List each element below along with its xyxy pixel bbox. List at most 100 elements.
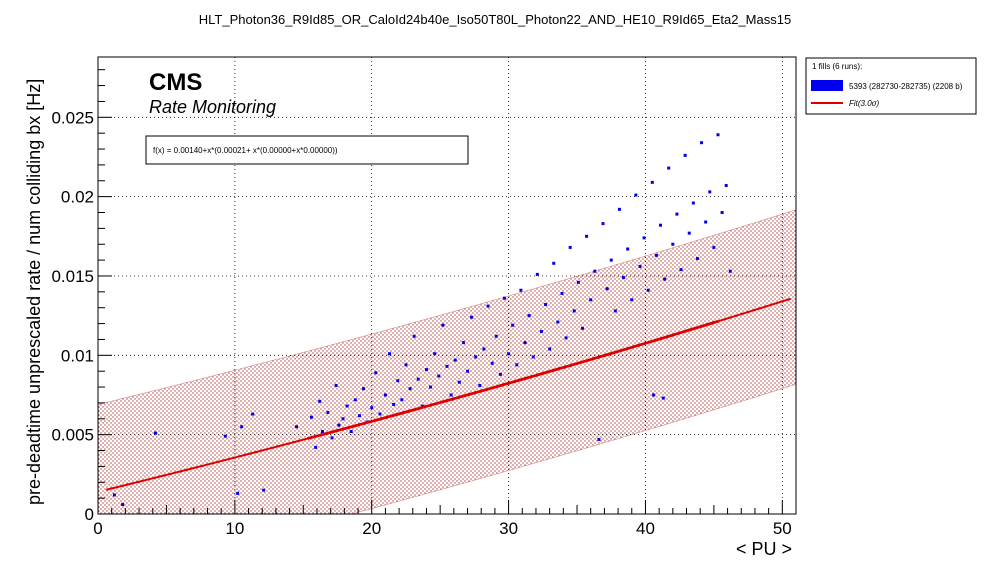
y-tick-label: 0 bbox=[85, 505, 94, 524]
data-point bbox=[667, 166, 671, 170]
legend-entry-series: 5393 (282730-282735) (2208 b) bbox=[849, 82, 963, 91]
data-point bbox=[482, 347, 486, 351]
data-point bbox=[630, 298, 634, 302]
data-point bbox=[704, 220, 708, 224]
data-point bbox=[337, 423, 341, 427]
data-point bbox=[441, 323, 445, 327]
data-point bbox=[437, 374, 441, 378]
data-point bbox=[548, 347, 552, 351]
x-tick-label: 40 bbox=[636, 519, 655, 538]
y-tick-label: 0.005 bbox=[51, 426, 94, 445]
x-tick-label: 0 bbox=[93, 519, 102, 538]
data-point bbox=[535, 272, 539, 276]
data-point bbox=[716, 133, 720, 137]
cms-label: CMS bbox=[149, 69, 202, 96]
data-point bbox=[498, 372, 502, 376]
data-point bbox=[687, 231, 691, 235]
data-point bbox=[560, 291, 564, 295]
data-point bbox=[392, 403, 396, 407]
x-tick-label: 20 bbox=[362, 519, 381, 538]
data-point bbox=[650, 180, 654, 184]
data-point bbox=[634, 193, 638, 197]
data-point bbox=[310, 415, 314, 419]
data-point bbox=[642, 236, 646, 240]
x-axis-title: < PU > bbox=[736, 539, 792, 559]
fit-band-layer bbox=[97, 209, 797, 515]
data-point bbox=[646, 288, 650, 292]
data-point bbox=[613, 309, 617, 313]
data-point bbox=[601, 222, 605, 226]
data-point bbox=[576, 280, 580, 284]
data-point bbox=[544, 303, 548, 307]
data-point bbox=[597, 437, 601, 441]
data-points-layer bbox=[112, 133, 732, 506]
plot-area: 0 10 20 30 40 50 0 0.005 0.01 0.015 0.02 0.025 bbox=[51, 56, 797, 538]
legend: 1 fills (6 runs): 5393 (282730-282735) (… bbox=[805, 57, 977, 115]
data-point bbox=[400, 398, 404, 402]
fit-line-layer bbox=[105, 297, 791, 491]
data-point bbox=[378, 412, 382, 416]
data-point bbox=[404, 363, 408, 367]
axis-ticks: 0 10 20 30 40 50 0 0.005 0.01 0.015 0.02 0.025 bbox=[51, 69, 797, 538]
data-point bbox=[622, 276, 626, 280]
chart-title: HLT_Photon36_R9Id85_OR_CaloId24b40e_Iso5… bbox=[199, 12, 791, 27]
data-point bbox=[320, 429, 324, 433]
data-point bbox=[659, 223, 663, 227]
data-point bbox=[294, 425, 298, 429]
x-tick-label: 10 bbox=[225, 519, 244, 538]
data-point bbox=[589, 298, 593, 302]
data-point bbox=[457, 380, 461, 384]
data-point bbox=[515, 363, 519, 367]
data-point bbox=[433, 352, 437, 356]
data-point bbox=[593, 269, 597, 273]
data-point bbox=[374, 371, 378, 375]
legend-entry-fit: Fit(3.0σ) bbox=[849, 99, 879, 108]
data-point bbox=[502, 296, 506, 300]
data-point bbox=[357, 414, 361, 418]
data-point bbox=[654, 253, 658, 257]
data-point bbox=[552, 261, 556, 265]
data-point bbox=[580, 326, 584, 330]
data-point bbox=[470, 315, 474, 319]
data-point bbox=[539, 330, 543, 334]
data-point bbox=[362, 387, 366, 391]
data-point bbox=[564, 336, 568, 340]
x-tick-label: 50 bbox=[773, 519, 792, 538]
data-point bbox=[661, 396, 665, 400]
data-point bbox=[527, 314, 531, 318]
data-point bbox=[691, 201, 695, 205]
y-tick-label: 0.015 bbox=[51, 267, 94, 286]
data-point bbox=[490, 361, 494, 365]
data-point bbox=[531, 355, 535, 359]
data-point bbox=[416, 377, 420, 381]
data-point bbox=[240, 425, 244, 429]
data-point bbox=[429, 385, 433, 389]
data-point bbox=[728, 269, 732, 273]
data-point bbox=[585, 234, 589, 238]
data-point bbox=[341, 417, 345, 421]
data-point bbox=[466, 369, 470, 373]
y-tick-label: 0.01 bbox=[61, 346, 94, 365]
data-point bbox=[449, 393, 453, 397]
data-point bbox=[486, 304, 490, 308]
data-point bbox=[675, 212, 679, 216]
fit-line-data-range bbox=[307, 319, 719, 440]
data-point bbox=[478, 383, 482, 387]
data-point bbox=[695, 257, 699, 261]
data-point bbox=[708, 190, 712, 194]
data-point bbox=[396, 379, 400, 383]
data-point bbox=[626, 247, 630, 251]
data-point bbox=[236, 491, 240, 495]
data-point bbox=[523, 341, 527, 345]
data-point bbox=[605, 287, 609, 291]
data-point bbox=[445, 364, 449, 368]
data-point bbox=[507, 352, 511, 356]
data-point bbox=[474, 355, 478, 359]
data-point bbox=[349, 429, 353, 433]
data-point bbox=[679, 268, 683, 272]
plot-frame bbox=[97, 56, 797, 515]
x-tick-label: 30 bbox=[499, 519, 518, 538]
y-tick-label: 0.025 bbox=[51, 108, 94, 127]
data-point bbox=[153, 431, 157, 435]
